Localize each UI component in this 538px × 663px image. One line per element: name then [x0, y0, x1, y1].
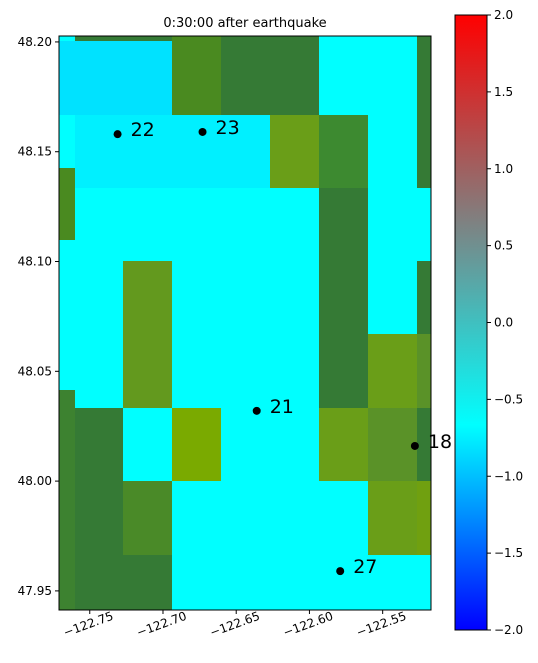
- y-tick-label: 48.00: [18, 474, 52, 488]
- y-tick-label: 48.10: [18, 255, 52, 269]
- colorbar-tick-label: −0.5: [494, 392, 523, 406]
- gauge-label: 21: [270, 396, 294, 418]
- land: [319, 408, 368, 481]
- colorbar-tick-label: −2.0: [494, 623, 523, 637]
- gauge-label: 18: [428, 431, 452, 453]
- chart-title: 0:30:00 after earthquake: [163, 16, 326, 31]
- land: [75, 408, 123, 610]
- gauge: [252, 406, 261, 415]
- x-tick-label: −122.65: [208, 609, 262, 640]
- land: [75, 36, 172, 41]
- x-tick-label: −122.70: [135, 609, 189, 640]
- y-tick-label: 48.20: [18, 35, 52, 49]
- colorbar-tick-label: −1.0: [494, 469, 523, 483]
- water-deep: [75, 115, 270, 188]
- land: [417, 36, 431, 188]
- land: [368, 334, 417, 408]
- land: [417, 261, 431, 334]
- land: [270, 115, 319, 188]
- land: [417, 334, 431, 408]
- gauge-label: 23: [216, 117, 240, 139]
- gauge-label: 27: [353, 556, 377, 578]
- plot-frame: [58, 35, 432, 611]
- land: [368, 408, 417, 481]
- land: [172, 36, 221, 115]
- y-tick-label: 48.05: [18, 364, 52, 378]
- gauge: [198, 127, 207, 136]
- colorbar-tick-label: 0.0: [494, 316, 513, 330]
- colorbar-tick-label: 1.0: [494, 162, 513, 176]
- land: [123, 481, 172, 555]
- gauge-label: 22: [131, 119, 155, 141]
- x-tick-label: −122.75: [62, 609, 116, 640]
- colorbar-tick-label: 1.5: [494, 85, 513, 99]
- land: [172, 408, 221, 481]
- x-tick-label: −122.60: [281, 609, 335, 640]
- colorbar-tick-label: 0.5: [494, 239, 513, 253]
- land: [123, 261, 172, 408]
- land: [417, 481, 431, 555]
- gauge: [113, 130, 122, 139]
- land: [221, 36, 319, 115]
- y-tick-label: 48.15: [18, 145, 52, 159]
- land: [417, 408, 431, 481]
- water-deep: [59, 41, 172, 115]
- y-tick-label: 47.95: [18, 584, 52, 598]
- land: [319, 115, 368, 188]
- land: [59, 390, 75, 610]
- land: [319, 188, 368, 408]
- gauge: [336, 567, 345, 576]
- land: [59, 168, 75, 240]
- terrain: [59, 36, 431, 610]
- x-tick-label: −122.55: [354, 609, 408, 640]
- colorbar: [454, 14, 488, 631]
- land: [368, 481, 417, 555]
- land: [123, 555, 172, 610]
- colorbar-tick-label: −1.5: [494, 546, 523, 560]
- gauge: [410, 441, 419, 450]
- colorbar-tick-label: 2.0: [494, 8, 513, 22]
